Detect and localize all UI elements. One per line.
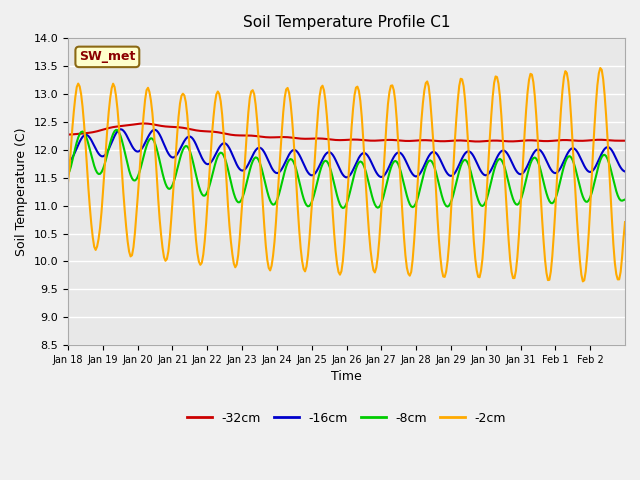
-16cm (83, 132, 91, 138)
-8cm (621, 197, 629, 203)
-2cm (579, 278, 587, 284)
Line: -32cm: -32cm (68, 123, 625, 142)
-32cm (64, 132, 72, 137)
-8cm (620, 197, 627, 203)
-8cm (100, 162, 108, 168)
-32cm (100, 126, 108, 132)
-2cm (83, 163, 91, 169)
-2cm (596, 65, 604, 71)
-2cm (64, 180, 72, 185)
-32cm (463, 138, 470, 144)
-16cm (547, 167, 555, 172)
-8cm (353, 162, 361, 168)
-16cm (353, 157, 361, 163)
-32cm (547, 138, 555, 144)
-8cm (64, 171, 72, 177)
Text: SW_met: SW_met (79, 50, 136, 63)
Title: Soil Temperature Profile C1: Soil Temperature Profile C1 (243, 15, 451, 30)
Y-axis label: Soil Temperature (C): Soil Temperature (C) (15, 127, 28, 256)
-16cm (64, 159, 72, 165)
-32cm (352, 137, 360, 143)
-32cm (83, 130, 91, 136)
-8cm (547, 200, 555, 206)
-8cm (339, 205, 347, 211)
-8cm (464, 160, 472, 166)
-32cm (140, 120, 147, 126)
X-axis label: Time: Time (331, 371, 362, 384)
-2cm (621, 219, 629, 225)
-2cm (100, 168, 108, 174)
Line: -16cm: -16cm (68, 129, 625, 177)
-8cm (83, 136, 91, 142)
-2cm (620, 235, 627, 241)
-2cm (544, 277, 552, 283)
-32cm (620, 138, 627, 144)
-16cm (621, 168, 629, 174)
-32cm (621, 138, 629, 144)
-16cm (100, 153, 108, 158)
-16cm (344, 174, 351, 180)
Line: -2cm: -2cm (68, 68, 625, 281)
Line: -8cm: -8cm (68, 130, 625, 208)
-16cm (464, 148, 472, 154)
-16cm (116, 126, 124, 132)
Legend: -32cm, -16cm, -8cm, -2cm: -32cm, -16cm, -8cm, -2cm (182, 407, 511, 430)
-2cm (351, 92, 358, 98)
-16cm (620, 168, 627, 174)
-2cm (461, 96, 469, 102)
-32cm (473, 139, 481, 144)
-8cm (112, 127, 120, 133)
